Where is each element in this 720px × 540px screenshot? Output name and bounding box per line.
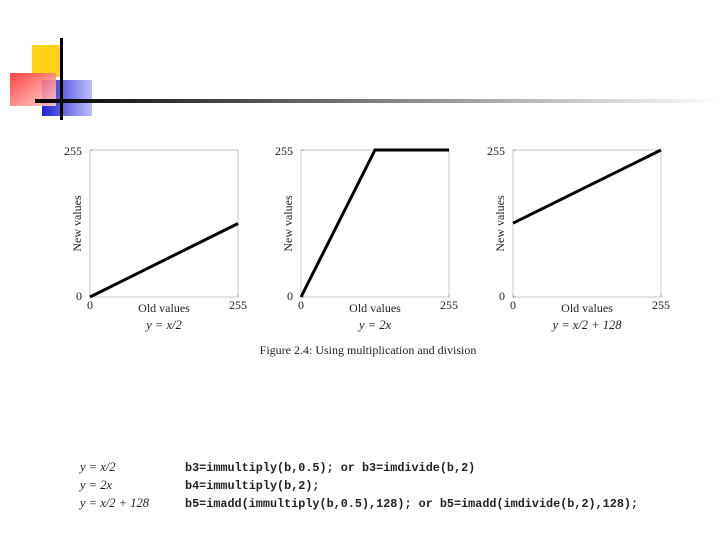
code-command: b3=immultiply(b,0.5); or b3=imdivide(b,2…	[185, 461, 475, 475]
chart: 0 255 0 255 Old values y = x/2 New values	[64, 144, 247, 332]
code-formula: y = x/2 + 128	[78, 496, 150, 510]
x-axis-label: Old values	[138, 301, 190, 315]
yellow-square	[32, 45, 62, 77]
x-tick-label: 255	[652, 298, 670, 312]
plot-frame	[512, 149, 662, 298]
code-formula: y = x/2	[78, 460, 116, 474]
x-axis-label: Old values	[561, 301, 613, 315]
chart-subtitle: y = 2x	[357, 318, 391, 332]
chart: 0 255 0 255 Old values y = x/2 + 128 New value…	[487, 144, 670, 332]
y-axis-label: New values	[70, 195, 84, 252]
decoration	[10, 38, 720, 120]
x-axis-label: Old values	[349, 301, 401, 315]
code-command: b5=imadd(immultiply(b,0.5),128); or b5=i…	[185, 497, 638, 511]
x-tick-label: 0	[87, 298, 93, 312]
x-tick-label: 255	[440, 298, 458, 312]
figure-caption: Figure 2.4: Using multiplication and div…	[260, 343, 477, 357]
plot-frame	[300, 149, 450, 298]
y-tick-label: 0	[499, 289, 505, 303]
y-tick-label: 255	[64, 144, 82, 158]
vertical-rule	[60, 38, 63, 120]
y-tick-label: 0	[76, 289, 82, 303]
header-rule	[35, 99, 720, 103]
chart: 0 255 0 255 Old values y = 2x New values	[275, 144, 458, 332]
chart-subtitle: y = x/2 + 128	[551, 318, 623, 332]
chart-subtitle: y = x/2	[144, 318, 182, 332]
data-line	[299, 148, 449, 298]
x-tick-label: 255	[229, 298, 247, 312]
y-tick-label: 255	[487, 144, 505, 158]
y-axis-label: New values	[493, 195, 507, 252]
data-line	[512, 148, 662, 225]
y-axis-label: New values	[281, 195, 295, 252]
code-block: y = x/2 b3=immultiply(b,0.5); or b3=imdiv…	[78, 460, 638, 511]
x-tick-label: 0	[298, 298, 304, 312]
data-line	[89, 222, 239, 299]
plot-frame	[89, 149, 239, 298]
code-command: b4=immultiply(b,2);	[185, 479, 320, 493]
y-tick-label: 255	[275, 144, 293, 158]
x-tick-label: 0	[510, 298, 516, 312]
y-tick-label: 0	[287, 289, 293, 303]
code-formula: y = 2x	[78, 478, 112, 492]
